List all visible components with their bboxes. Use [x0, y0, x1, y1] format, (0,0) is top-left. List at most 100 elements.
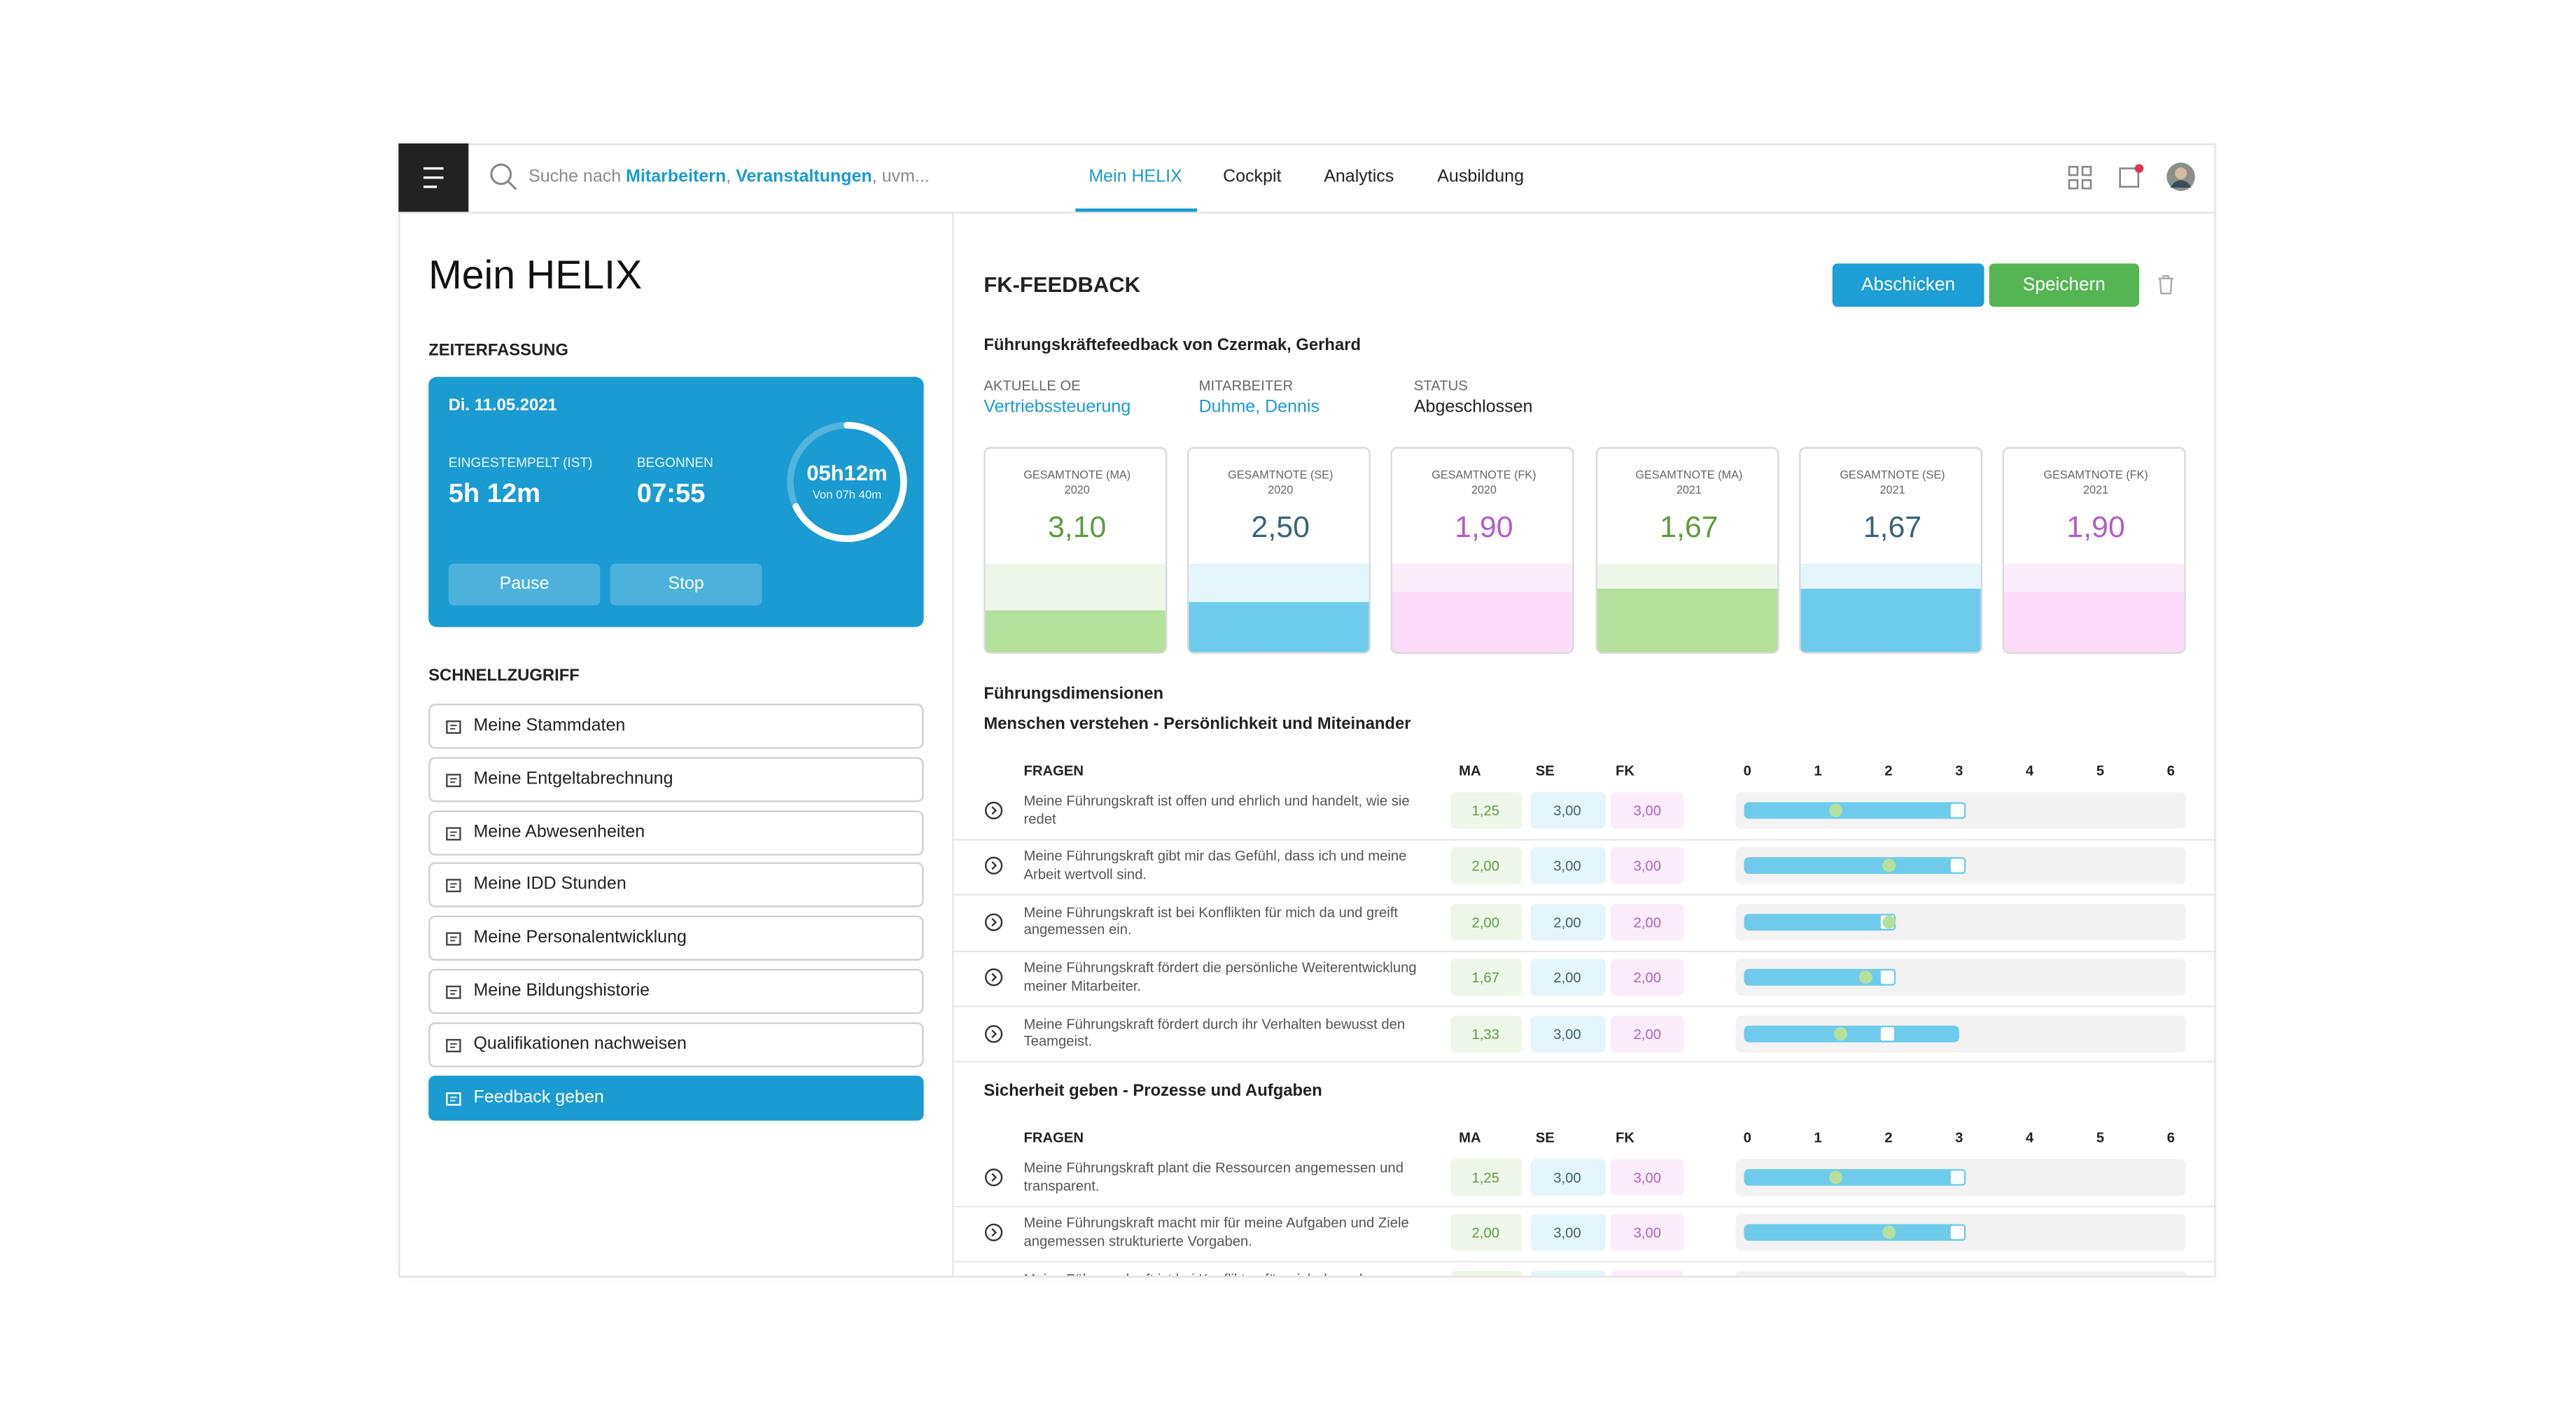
column-header: MA — [1459, 761, 1481, 779]
row-expand-icon[interactable] — [983, 1167, 1004, 1187]
row-expand-icon[interactable] — [983, 1024, 1004, 1044]
score-label: GESAMTNOTE (MA) — [1635, 471, 1743, 482]
value-cell: 3,00 — [1530, 792, 1605, 829]
value-cell — [1610, 1270, 1684, 1276]
trash-icon[interactable] — [2156, 274, 2176, 295]
quick-link-icon — [446, 932, 461, 946]
axis-tick-label: 5 — [2096, 761, 2104, 779]
row-expand-icon[interactable] — [983, 1223, 1004, 1243]
score-value: 1,67 — [1660, 510, 1718, 544]
axis-tick-label: 6 — [2166, 761, 2175, 779]
action-button[interactable]: Abschicken — [1832, 263, 1984, 307]
nav-tab[interactable]: Cockpit — [1223, 165, 1282, 186]
score-bar — [2004, 592, 2185, 653]
time-value: 5h 12m — [448, 480, 541, 509]
axis-tick-label: 4 — [2025, 1128, 2034, 1145]
meta-label: MITARBEITER — [1198, 376, 1294, 393]
value-cell: 3,00 — [1610, 1159, 1684, 1196]
action-button[interactable]: Speichern — [1989, 263, 2139, 307]
fk-marker — [1878, 1024, 1896, 1042]
avatar[interactable] — [2166, 162, 2196, 192]
search-field[interactable]: Suche nach Mitarbeitern, Veranstaltungen… — [528, 159, 930, 194]
value-cell — [1530, 1270, 1605, 1276]
row-divider — [953, 893, 2215, 896]
axis-tick-label: 4 — [2025, 761, 2034, 779]
question: Meine Führungskraft ist bei Konflikten f… — [1023, 1271, 1417, 1276]
meta-value[interactable]: Duhme, Dennis — [1198, 396, 1320, 417]
axis-tick-label: 2 — [1884, 1128, 1893, 1145]
menu-button[interactable] — [398, 143, 469, 212]
time-button[interactable]: Stop — [610, 564, 762, 606]
quick-link-label: Feedback geben — [473, 1087, 604, 1107]
se-bar — [1744, 969, 1889, 987]
nav-tab[interactable]: Mein HELIX — [1088, 165, 1182, 186]
value-cell: 2,00 — [1450, 1214, 1522, 1252]
quick-link[interactable]: Meine Bildungshistorie — [428, 968, 924, 1015]
ma-dot — [1882, 1226, 1896, 1240]
fk-marker — [1878, 969, 1896, 987]
row-expand-icon[interactable] — [983, 968, 1004, 988]
score-value: 3,10 — [1047, 510, 1107, 544]
row-expand-icon[interactable] — [983, 800, 1004, 821]
score-bar — [1189, 601, 1369, 653]
search-text: , — [726, 165, 736, 186]
apps-icon[interactable] — [2068, 165, 2093, 190]
score-card: GESAMTNOTE (FK) 2020 1,90 — [1390, 447, 1574, 654]
value-cell: 3,00 — [1530, 1159, 1605, 1196]
quick-link[interactable]: Meine IDD Stunden — [428, 863, 924, 908]
se-bar — [1744, 858, 1959, 875]
row-expand-icon[interactable] — [983, 856, 1004, 877]
search-highlight: Veranstaltungen — [736, 165, 872, 186]
quick-link[interactable]: Meine Personalentwicklung — [428, 916, 924, 961]
time-label: EINGESTEMPELT (IST) — [448, 455, 593, 471]
search-text: Suche nach — [528, 165, 626, 186]
quick-link[interactable]: Meine Abwesenheiten — [428, 809, 924, 855]
score-card: GESAMTNOTE (MA) 2021 1,67 — [1595, 447, 1779, 654]
meta-label: STATUS — [1413, 376, 1468, 393]
nav-tab[interactable]: Analytics — [1324, 165, 1394, 186]
quick-link-icon — [446, 879, 461, 893]
column-header: FK — [1616, 1128, 1635, 1145]
score-value: 1,90 — [1455, 510, 1513, 544]
value-cell: 2,00 — [1610, 1015, 1684, 1052]
axis-tick-label: 3 — [1955, 761, 1963, 779]
meta-label: AKTUELLE OE — [983, 376, 1081, 393]
quick-link-label: Meine Stammdaten — [473, 715, 626, 736]
quick-link[interactable]: Qualifikationen nachweisen — [428, 1022, 924, 1067]
row-divider — [953, 949, 2215, 952]
ma-dot — [1882, 915, 1896, 929]
quick-link[interactable]: Feedback geben — [428, 1075, 924, 1120]
score-year: 2020 — [1268, 485, 1294, 498]
value-cell: 1,25 — [1450, 792, 1522, 829]
score-year: 2020 — [1471, 485, 1497, 498]
value-cell: 3,00 — [1530, 847, 1605, 885]
column-header: FRAGEN — [1023, 761, 1084, 779]
axis-tick-label: 6 — [2166, 1128, 2175, 1145]
nav-tab[interactable]: Ausbildung — [1437, 165, 1525, 186]
question: Meine Führungskraft gibt mir das Gefühl,… — [1023, 847, 1407, 882]
quick-link-label: Qualifikationen nachweisen — [473, 1033, 687, 1054]
question: Meine Führungskraft macht mir für meine … — [1023, 1214, 1409, 1249]
axis-tick-label: 1 — [1814, 1128, 1822, 1145]
score-card: GESAMTNOTE (SE) 2021 1,67 — [1799, 447, 1983, 654]
score-bar — [985, 610, 1166, 653]
meta-value[interactable]: Vertriebssteuerung — [983, 396, 1131, 417]
value-cell: 1,67 — [1450, 959, 1522, 996]
time-button[interactable]: Pause — [448, 564, 601, 606]
ring-progress — [787, 421, 907, 543]
score-year: 2021 — [1676, 485, 1702, 498]
value-cell: 2,00 — [1610, 959, 1684, 996]
score-bar — [1800, 588, 1981, 653]
row-expand-icon[interactable] — [983, 912, 1004, 932]
score-label: GESAMTNOTE (MA) — [1023, 471, 1131, 482]
value-cell: 3,00 — [1530, 1015, 1605, 1052]
notification-icon[interactable] — [2118, 162, 2146, 190]
quick-link[interactable]: Meine Stammdaten — [428, 704, 924, 749]
row-divider — [953, 1205, 2215, 1207]
group-title: Menschen verstehen - Persönlichkeit und … — [983, 715, 1411, 734]
question: Meine Führungskraft plant die Ressourcen… — [1023, 1159, 1404, 1194]
column-header: SE — [1535, 1128, 1555, 1145]
score-label: GESAMTNOTE (SE) — [1840, 471, 1945, 482]
value-cell: 2,00 — [1530, 903, 1605, 940]
quick-link[interactable]: Meine Entgeltabrechnung — [428, 756, 924, 802]
